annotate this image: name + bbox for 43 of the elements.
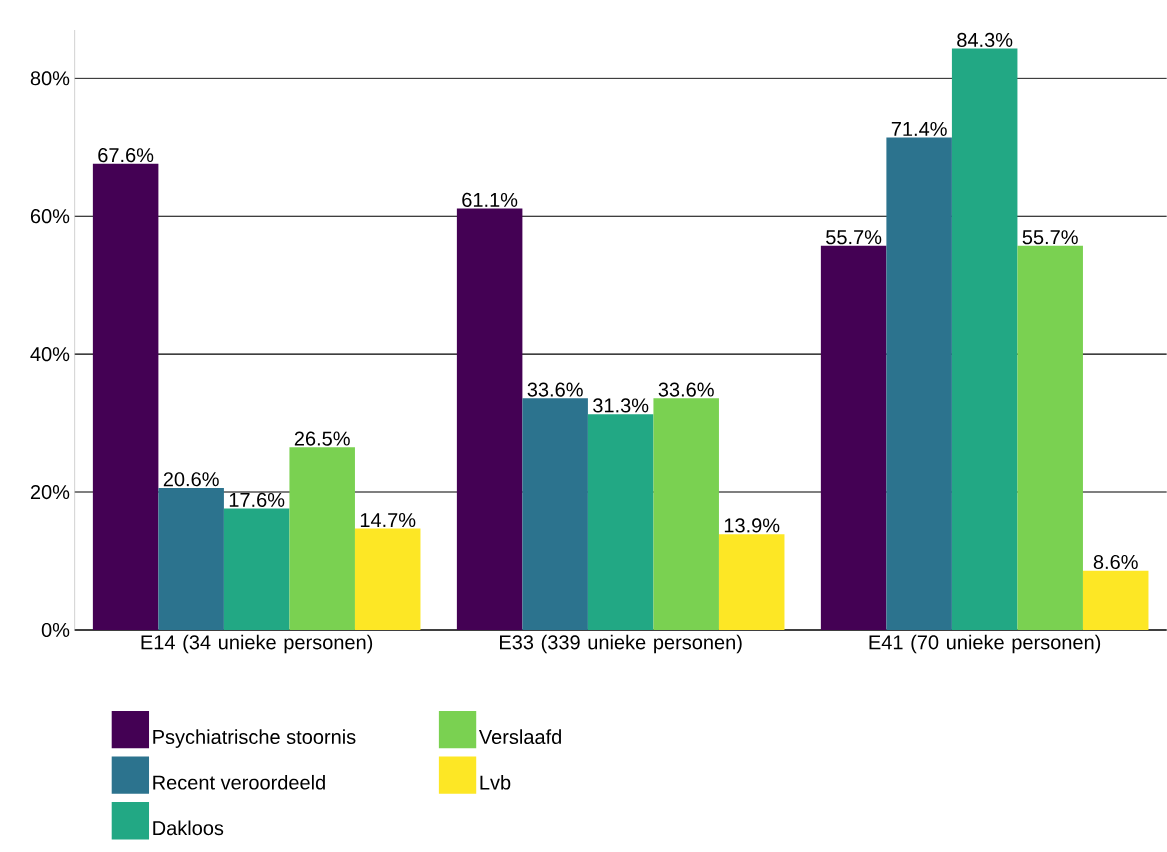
data-label: 61.1% xyxy=(462,192,518,208)
data-label: 33.6% xyxy=(527,382,583,397)
x-tick-label: E41 (70 unieke personen) xyxy=(869,634,1101,654)
data-label: 26.5% xyxy=(294,431,350,446)
data-label: 71.4% xyxy=(891,122,947,136)
data-label: 84.3% xyxy=(957,32,1013,48)
data-label: 13.9% xyxy=(724,518,780,533)
x-tick-label: E14 (34 unieke personen) xyxy=(141,634,373,654)
data-label: 67.6% xyxy=(98,148,154,163)
bar xyxy=(1017,245,1083,630)
y-tick-label: 80% xyxy=(30,71,70,86)
bar xyxy=(522,398,588,630)
data-label: 8.6% xyxy=(1093,554,1138,570)
bar xyxy=(456,208,523,630)
bar xyxy=(951,48,1018,630)
x-tick-label: E33 (339 unieke personen) xyxy=(500,634,742,654)
bar xyxy=(587,414,654,630)
y-tick-label: 0% xyxy=(41,622,70,638)
bar xyxy=(92,163,159,630)
bar xyxy=(289,447,355,630)
bar xyxy=(223,508,290,630)
bar xyxy=(158,487,224,630)
legend-label: Dakloos xyxy=(153,820,224,836)
bar xyxy=(354,528,421,630)
y-tick-label: 40% xyxy=(30,347,70,362)
y-tick-label: 20% xyxy=(30,484,70,500)
y-tick-label: 60% xyxy=(30,209,70,224)
data-label: 33.6% xyxy=(658,382,714,397)
data-label: 17.6% xyxy=(229,492,285,507)
legend-label: Recent veroordeeld xyxy=(153,774,325,790)
data-label: 55.7% xyxy=(826,230,882,245)
data-label: 31.3% xyxy=(593,398,649,413)
legend-label: Lvb xyxy=(480,774,511,790)
bar xyxy=(653,398,719,630)
legend-label: Verslaafd xyxy=(478,729,561,745)
bar xyxy=(1082,570,1149,630)
data-label: 14.7% xyxy=(360,513,416,528)
data-label: 55.7% xyxy=(1022,230,1078,245)
legend-label: Psychiatrische stoornis xyxy=(153,729,356,748)
data-label: 20.6% xyxy=(163,472,219,487)
bar xyxy=(718,534,785,630)
bar xyxy=(886,137,952,630)
bar xyxy=(820,245,887,630)
